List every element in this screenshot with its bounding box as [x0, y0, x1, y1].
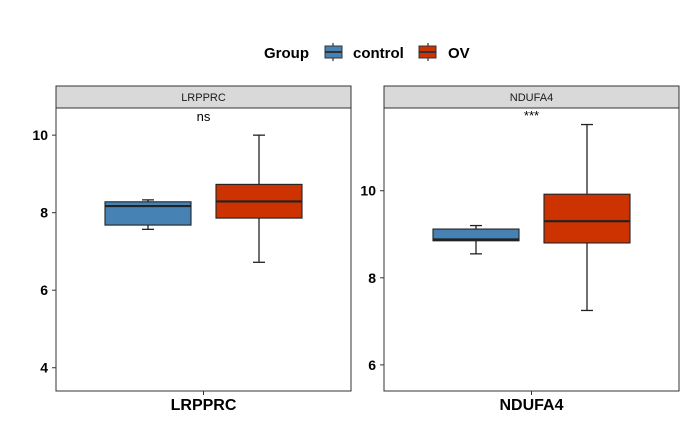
- y-tick-label: 8: [40, 205, 48, 221]
- significance-label: ***: [524, 108, 539, 123]
- y-tick-label: 10: [32, 127, 48, 143]
- x-axis-label: NDUFA4: [499, 397, 563, 414]
- box-control: [432, 224, 520, 255]
- panel-lrpprc: LRPPRC 4 6 8 10 ns LRPPRC: [32, 85, 352, 414]
- legend-label-control: control: [353, 45, 404, 62]
- y-tick-label: 4: [40, 360, 48, 376]
- significance-label: ns: [197, 109, 211, 124]
- legend-key-control: [324, 43, 343, 61]
- box-ov: [543, 123, 631, 312]
- box-body: [104, 201, 192, 226]
- strip-label: NDUFA4: [510, 92, 553, 104]
- y-tick-label: 10: [360, 183, 376, 199]
- boxes: [432, 123, 631, 312]
- legend-title: Group: [264, 45, 309, 62]
- y-axis: 6 8 10: [360, 183, 384, 373]
- panel-ndufa4: NDUFA4 6 8 10 *** NDUFA4: [360, 85, 680, 414]
- legend-label-ov: OV: [448, 45, 470, 62]
- plot-area: [55, 107, 352, 392]
- strip-label: LRPPRC: [181, 92, 226, 104]
- legend-key-ov: [418, 43, 437, 61]
- y-tick-label: 6: [368, 357, 376, 373]
- x-axis-label: LRPPRC: [171, 397, 237, 414]
- y-tick-label: 6: [40, 282, 48, 298]
- y-axis: 4 6 8 10: [32, 127, 56, 376]
- box-body: [432, 228, 520, 242]
- box-body: [543, 193, 631, 244]
- y-tick-label: 8: [368, 270, 376, 286]
- box-ov: [215, 134, 303, 263]
- boxes: [104, 134, 303, 263]
- plot-area: [383, 107, 680, 392]
- legend: Group control OV: [264, 43, 470, 62]
- box-control: [104, 199, 192, 230]
